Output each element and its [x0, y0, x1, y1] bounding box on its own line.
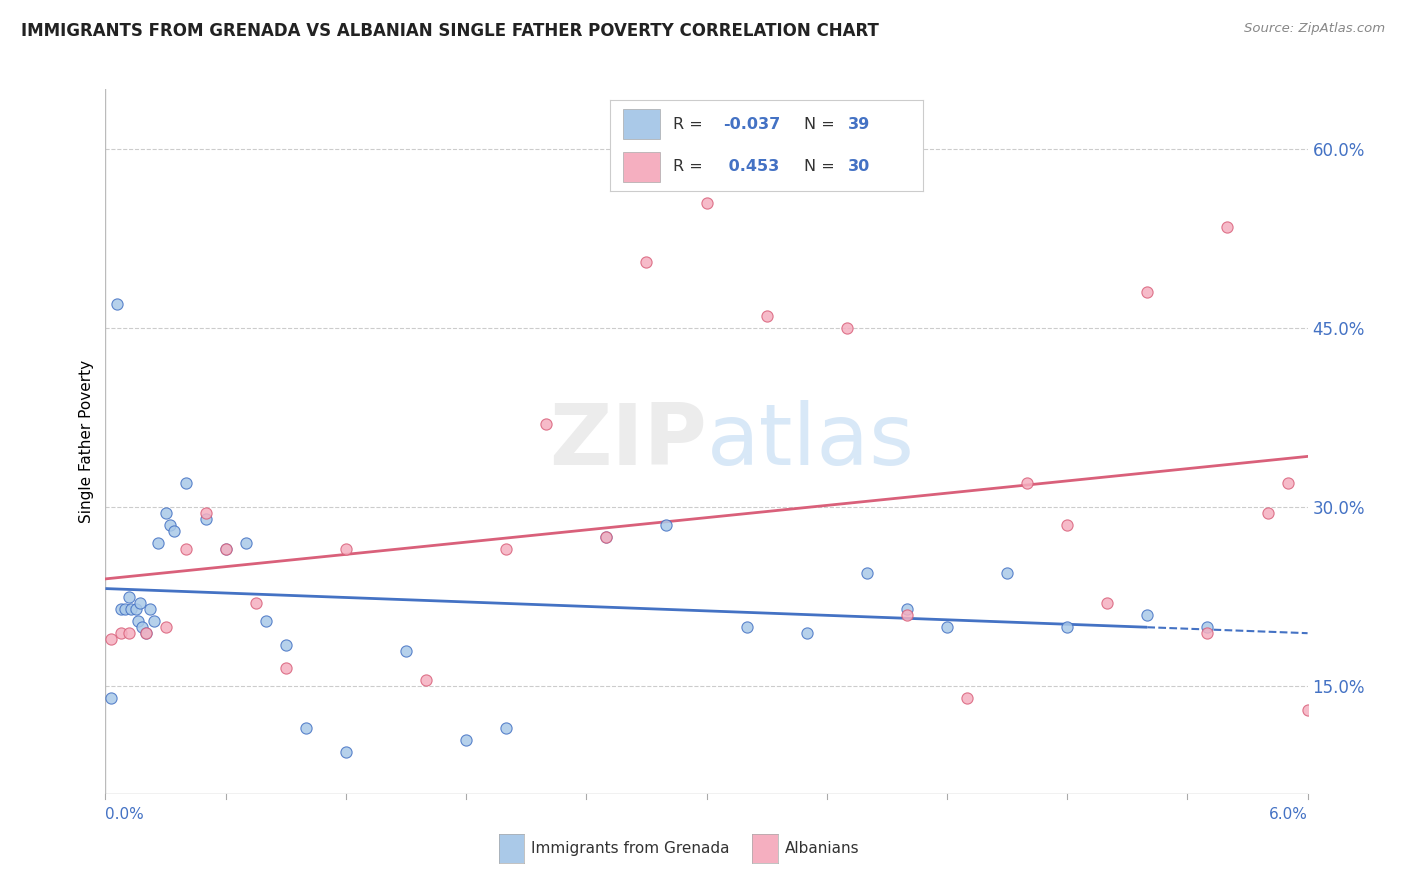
Point — [128, 596, 150, 610]
Point — [1296, 703, 1319, 717]
Point — [142, 614, 165, 628]
Text: N =: N = — [804, 159, 839, 174]
Point — [995, 566, 1018, 580]
Point — [755, 309, 778, 323]
Point — [395, 643, 418, 657]
Point — [110, 601, 132, 615]
Text: atlas: atlas — [707, 400, 914, 483]
Point — [114, 601, 136, 615]
Text: Source: ZipAtlas.com: Source: ZipAtlas.com — [1244, 22, 1385, 36]
Text: ZIP: ZIP — [548, 400, 707, 483]
Point — [415, 673, 437, 688]
Point — [138, 601, 160, 615]
Point — [495, 542, 517, 557]
Point — [110, 625, 132, 640]
Point — [1017, 476, 1039, 491]
Point — [1056, 518, 1078, 533]
Point — [235, 536, 257, 550]
Point — [1216, 219, 1239, 234]
Point — [696, 195, 718, 210]
Bar — [623, 152, 661, 182]
Text: 6.0%: 6.0% — [1268, 807, 1308, 822]
Point — [146, 536, 169, 550]
Text: 0.453: 0.453 — [723, 159, 779, 174]
Point — [245, 596, 267, 610]
Text: R =: R = — [673, 117, 707, 132]
Point — [835, 321, 858, 335]
Point — [595, 530, 617, 544]
Point — [155, 620, 177, 634]
Text: Albanians: Albanians — [785, 841, 859, 855]
Point — [135, 625, 157, 640]
Point — [956, 691, 979, 706]
Point — [135, 625, 157, 640]
Point — [124, 601, 146, 615]
Y-axis label: Single Father Poverty: Single Father Poverty — [79, 360, 94, 523]
Point — [155, 506, 177, 520]
Point — [274, 661, 297, 675]
Point — [454, 733, 477, 747]
Point — [655, 518, 678, 533]
Point — [534, 417, 557, 431]
Point — [100, 691, 122, 706]
Point — [1197, 625, 1219, 640]
Text: 30: 30 — [848, 159, 870, 174]
Point — [335, 745, 357, 759]
Point — [131, 620, 153, 634]
Point — [274, 638, 297, 652]
Point — [1097, 596, 1119, 610]
Text: 0.0%: 0.0% — [105, 807, 145, 822]
Point — [295, 721, 318, 735]
Point — [254, 614, 277, 628]
Point — [194, 506, 217, 520]
Point — [735, 620, 758, 634]
Point — [174, 476, 197, 491]
Point — [162, 524, 184, 538]
Point — [896, 601, 918, 615]
Text: R =: R = — [673, 159, 707, 174]
Point — [1257, 506, 1279, 520]
Point — [1197, 620, 1219, 634]
Point — [855, 566, 877, 580]
Point — [1056, 620, 1078, 634]
Point — [1136, 607, 1159, 622]
Point — [1136, 285, 1159, 300]
Point — [335, 542, 357, 557]
Point — [1277, 476, 1299, 491]
Text: N =: N = — [804, 117, 839, 132]
Text: IMMIGRANTS FROM GRENADA VS ALBANIAN SINGLE FATHER POVERTY CORRELATION CHART: IMMIGRANTS FROM GRENADA VS ALBANIAN SING… — [21, 22, 879, 40]
Point — [194, 512, 217, 526]
Point — [174, 542, 197, 557]
Point — [100, 632, 122, 646]
Point — [127, 614, 149, 628]
Point — [121, 601, 143, 615]
Point — [214, 542, 236, 557]
Point — [214, 542, 236, 557]
Point — [159, 518, 181, 533]
Point — [896, 607, 918, 622]
Text: -0.037: -0.037 — [723, 117, 780, 132]
Point — [118, 625, 141, 640]
Point — [107, 297, 129, 311]
Bar — [623, 109, 661, 139]
Point — [936, 620, 959, 634]
Text: Immigrants from Grenada: Immigrants from Grenada — [531, 841, 730, 855]
Point — [595, 530, 617, 544]
Text: 39: 39 — [848, 117, 870, 132]
Point — [118, 590, 141, 604]
Point — [796, 625, 818, 640]
Point — [636, 255, 658, 269]
Point — [495, 721, 517, 735]
